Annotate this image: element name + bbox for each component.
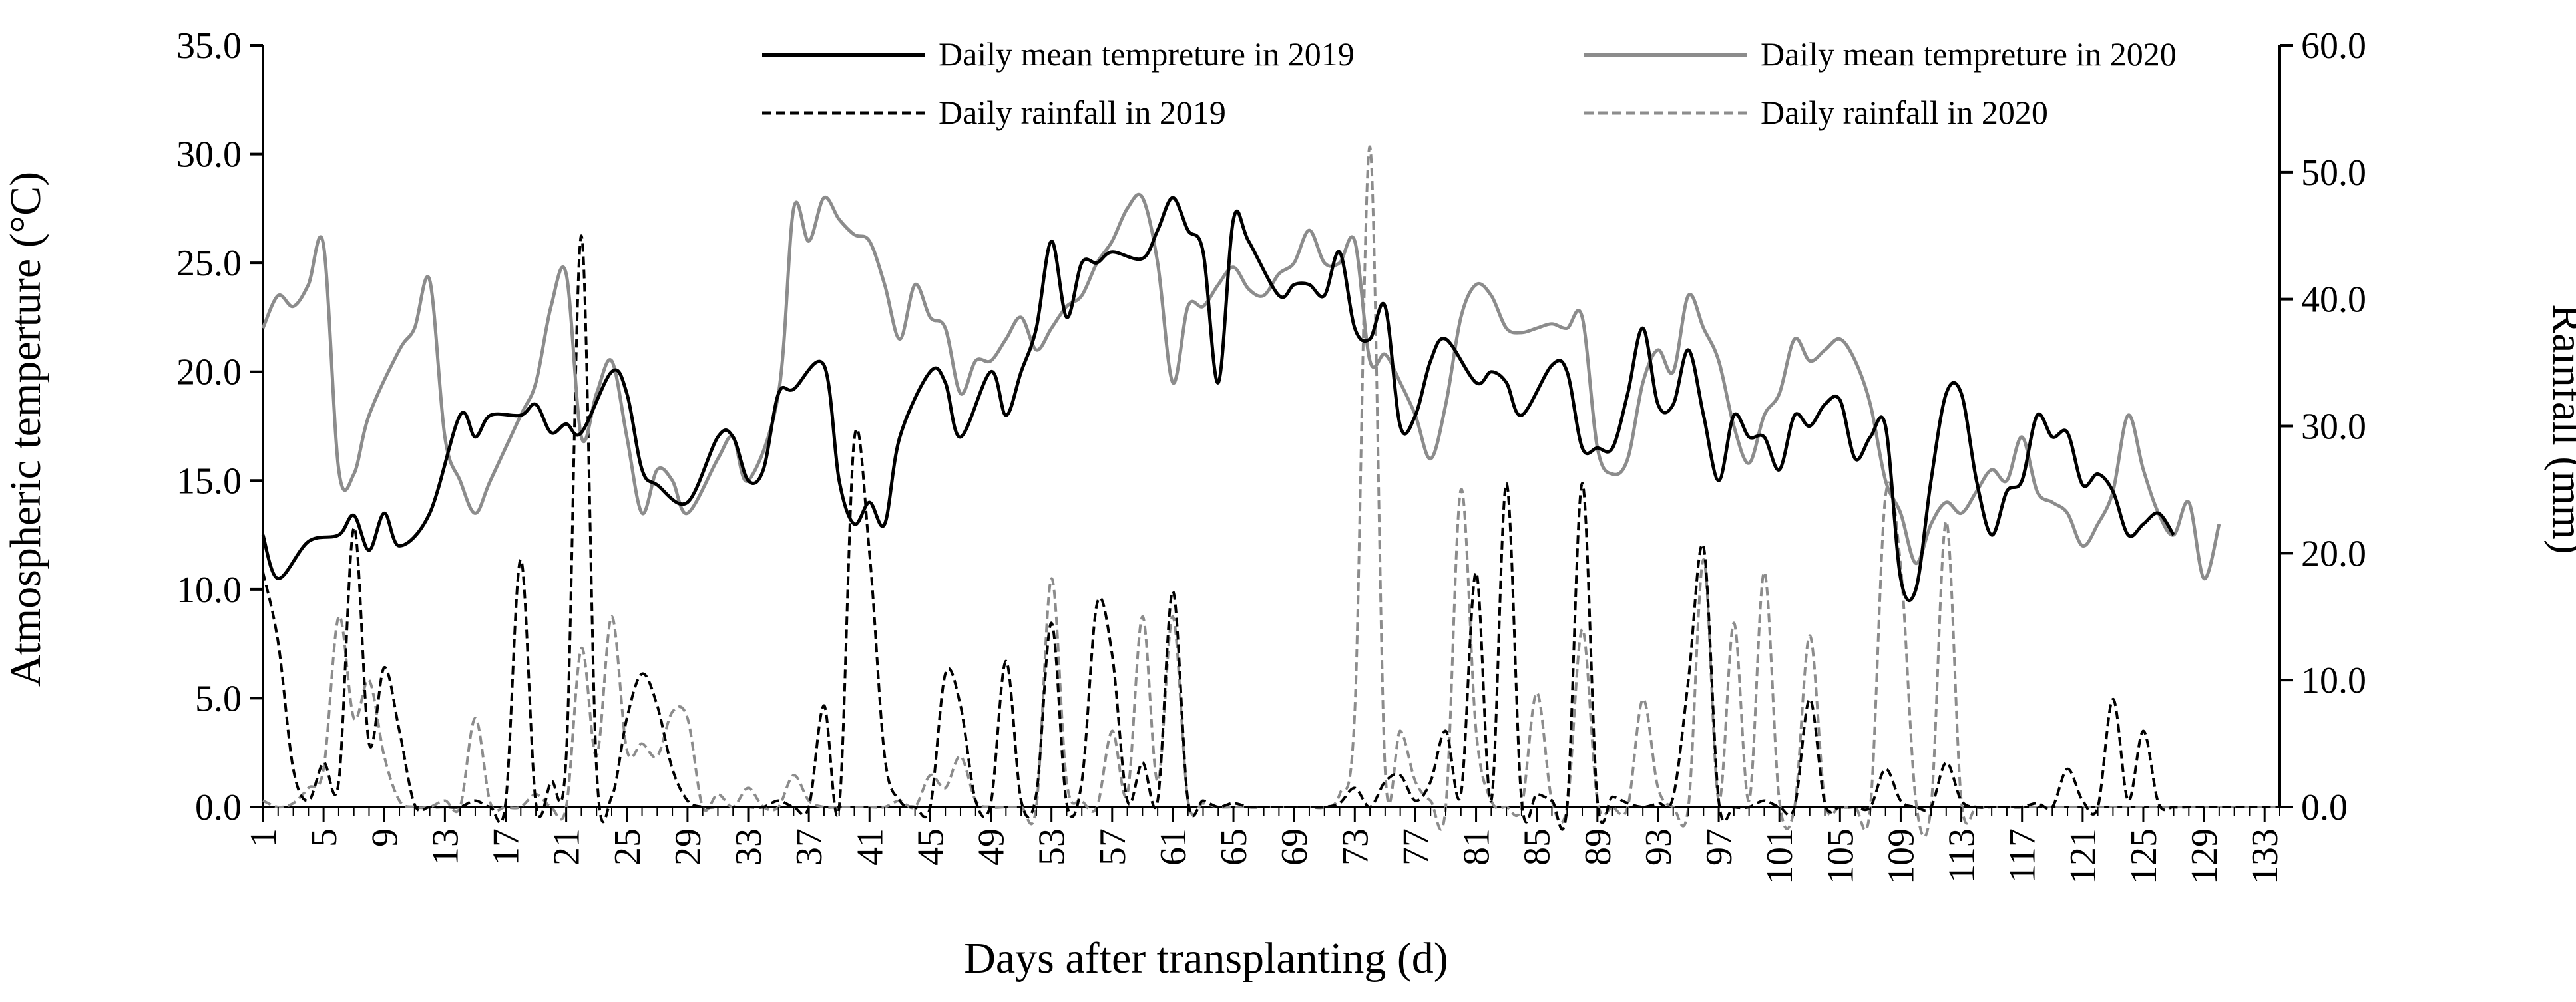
- legend-item-rain-2020: Daily rainfall in 2020: [1584, 94, 2048, 131]
- y-tick-label-left: 30.0: [176, 134, 242, 176]
- x-tick-label: 69: [1274, 828, 1315, 866]
- x-tick-label: 73: [1335, 828, 1376, 866]
- x-tick-label: 105: [1820, 828, 1861, 884]
- series-temp-2019: [261, 196, 2175, 603]
- legend-label-rain-2019: Daily rainfall in 2019: [939, 94, 1226, 131]
- x-tick-label: 121: [2063, 828, 2104, 884]
- legend-item-rain-2019: Daily rainfall in 2019: [762, 94, 1226, 131]
- y-tick-label-left: 0.0: [195, 787, 242, 828]
- x-tick-label: 21: [546, 828, 588, 866]
- x-tick-label: 41: [849, 828, 891, 866]
- y-tick-label-right: 10.0: [2301, 660, 2366, 701]
- y-tick-label-left: 20.0: [176, 352, 242, 393]
- y-tick-label-left: 35.0: [176, 25, 242, 67]
- series-rain-2020: [262, 145, 2280, 838]
- y-tick-label-left: 25.0: [176, 243, 242, 284]
- y-axis-title-right: Rainfall (mm): [2543, 304, 2576, 554]
- x-tick-label: 113: [1942, 828, 1983, 883]
- x-tick-label: 1: [243, 828, 284, 847]
- x-tick-label: 133: [2245, 828, 2286, 884]
- x-tick-label: 125: [2123, 828, 2165, 884]
- x-tick-label: 5: [304, 828, 345, 847]
- x-tick-label: 129: [2184, 828, 2225, 884]
- y-axis-title-left: Atmospheric temperture (°C): [1, 172, 50, 687]
- x-tick-label: 9: [364, 828, 405, 847]
- legend-label-temp-2020: Daily mean tempreture in 2020: [1761, 35, 2177, 73]
- y-tick-label-right: 30.0: [2301, 407, 2366, 448]
- x-tick-label: 53: [1032, 828, 1073, 866]
- x-tick-label: 61: [1153, 828, 1194, 866]
- x-tick-label: 45: [910, 828, 951, 866]
- x-tick-label: 37: [789, 828, 830, 866]
- x-tick-label: 117: [2002, 828, 2043, 883]
- x-tick-label: 101: [1759, 828, 1801, 884]
- x-tick-label: 109: [1880, 828, 1922, 884]
- series-rain-2019: [262, 234, 2280, 831]
- legend-label-temp-2019: Daily mean tempreture in 2019: [939, 35, 1355, 73]
- chart-ticks: 0.0 5.0 10.0 15.0 20.0 25.0 30.0 35.0 0.0 10.0 20.…: [176, 25, 2366, 884]
- x-tick-label: 33: [728, 828, 769, 866]
- x-tick-label: 81: [1456, 828, 1498, 866]
- series-temp-2020: [261, 192, 2221, 581]
- x-tick-label: 57: [1092, 828, 1134, 866]
- x-tick-label: 89: [1578, 828, 1619, 866]
- y-tick-label-right: 40.0: [2301, 279, 2366, 321]
- y-tick-label-left: 5.0: [195, 678, 242, 719]
- x-tick-label: 13: [425, 828, 466, 866]
- x-tick-label: 97: [1699, 828, 1740, 866]
- y-tick-label-right: 20.0: [2301, 533, 2366, 574]
- x-tick-label: 77: [1395, 828, 1436, 866]
- legend-item-temp-2019: Daily mean tempreture in 2019: [762, 35, 1355, 73]
- x-tick-label: 49: [971, 828, 1012, 866]
- chart-axes: [262, 45, 2281, 808]
- x-tick-label: 25: [607, 828, 648, 866]
- x-tick-label: 85: [1517, 828, 1558, 866]
- x-tick-label: 17: [486, 828, 527, 866]
- x-axis-title: Days after transplanting (d): [964, 934, 1448, 983]
- chart-series: [261, 145, 2280, 838]
- x-tick-label: 29: [668, 828, 709, 866]
- legend: Daily mean tempreture in 2019 Daily mean…: [762, 35, 2177, 131]
- y-tick-label-left: 15.0: [176, 460, 242, 502]
- y-tick-label-left: 10.0: [176, 570, 242, 611]
- x-tick-label: 65: [1213, 828, 1255, 866]
- y-tick-label-right: 60.0: [2301, 25, 2366, 67]
- legend-label-rain-2020: Daily rainfall in 2020: [1761, 94, 2048, 131]
- legend-item-temp-2020: Daily mean tempreture in 2020: [1584, 35, 2177, 73]
- y-tick-label-right: 50.0: [2301, 152, 2366, 194]
- x-tick-label: 93: [1638, 828, 1679, 866]
- y-tick-label-right: 0.0: [2301, 787, 2348, 828]
